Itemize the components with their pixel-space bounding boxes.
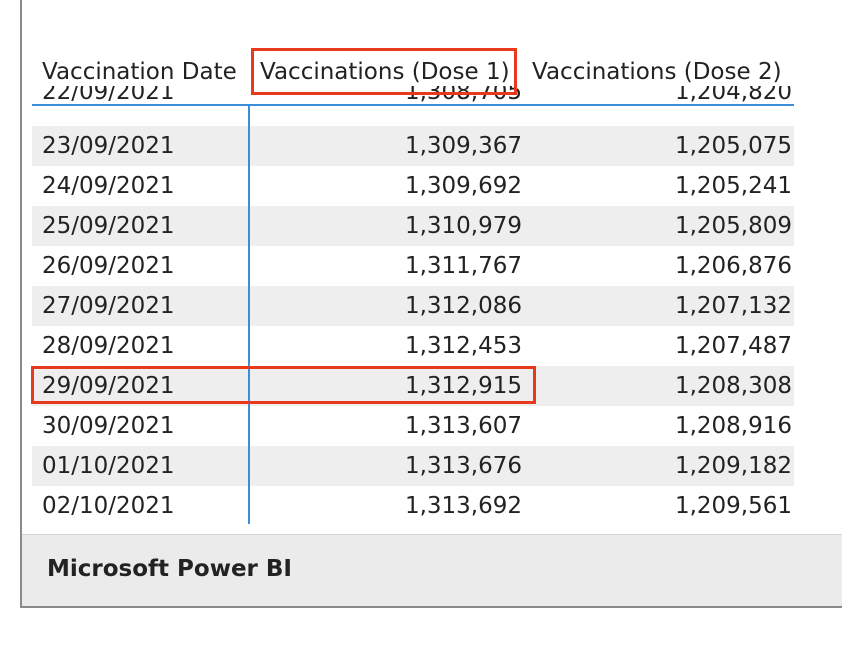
table-row[interactable]: 27/09/2021 1,312,086 1,207,132 xyxy=(32,286,794,326)
table-visual[interactable]: Vaccination Date Vaccinations (Dose 1) V… xyxy=(22,0,842,532)
footer-brand-title[interactable]: Microsoft Power BI xyxy=(47,556,292,582)
cell-date: 28/09/2021 xyxy=(42,333,175,359)
visual-frame-left-border xyxy=(20,0,22,608)
cell-dose-1: 1,310,979 xyxy=(404,213,522,239)
table-body: 22/09/2021 1,308,705 1,204,820 23/09/202… xyxy=(22,0,842,532)
cell-date: 02/10/2021 xyxy=(42,493,175,519)
table-row[interactable]: 28/09/2021 1,312,453 1,207,487 xyxy=(32,326,794,366)
cell-dose-1: 1,313,607 xyxy=(404,413,522,439)
table-row[interactable]: 22/09/2021 1,308,705 1,204,820 xyxy=(32,86,794,106)
cell-date: 24/09/2021 xyxy=(42,173,175,199)
table-row[interactable]: 02/10/2021 1,313,692 1,209,561 xyxy=(32,486,794,526)
cell-dose-2: 1,208,308 xyxy=(674,373,792,399)
cell-date: 29/09/2021 xyxy=(42,373,175,399)
footer-bar: Microsoft Power BI xyxy=(22,534,842,607)
cell-date: 26/09/2021 xyxy=(42,253,175,279)
cell-dose-2: 1,207,132 xyxy=(674,293,792,319)
cell-dose-2: 1,206,876 xyxy=(674,253,792,279)
cell-dose-1: 1,309,367 xyxy=(404,133,522,159)
column-header-dose-2[interactable]: Vaccinations (Dose 2) xyxy=(532,59,782,85)
column-divider-line xyxy=(248,104,250,524)
cell-dose-1: 1,313,692 xyxy=(404,493,522,519)
cell-dose-2: 1,205,809 xyxy=(674,213,792,239)
header-underline-divider xyxy=(32,104,794,106)
cell-dose-1: 1,309,692 xyxy=(404,173,522,199)
cell-dose-1: 1,308,705 xyxy=(404,86,522,105)
annotation-highlight-header-box xyxy=(251,48,517,95)
cell-dose-2: 1,205,075 xyxy=(674,133,792,159)
annotation-highlight-row-box xyxy=(31,366,536,404)
cell-dose-1: 1,311,767 xyxy=(404,253,522,279)
cell-dose-2: 1,209,561 xyxy=(674,493,792,519)
cell-date: 01/10/2021 xyxy=(42,453,175,479)
cell-dose-2: 1,204,820 xyxy=(674,86,792,105)
visual-frame-bottom-border xyxy=(20,606,842,608)
table-row[interactable]: 29/09/2021 1,312,915 1,208,308 xyxy=(32,366,794,406)
cell-date: 27/09/2021 xyxy=(42,293,175,319)
cell-dose-1: 1,312,453 xyxy=(404,333,522,359)
table-row[interactable]: 30/09/2021 1,313,607 1,208,916 xyxy=(32,406,794,446)
cell-date: 22/09/2021 xyxy=(42,86,175,105)
cell-dose-2: 1,208,916 xyxy=(674,413,792,439)
cell-dose-1: 1,313,676 xyxy=(404,453,522,479)
cell-dose-1: 1,312,915 xyxy=(404,373,522,399)
column-header-vaccination-date[interactable]: Vaccination Date xyxy=(42,59,237,85)
cell-date: 23/09/2021 xyxy=(42,133,175,159)
cell-date: 30/09/2021 xyxy=(42,413,175,439)
table-row[interactable]: 26/09/2021 1,311,767 1,206,876 xyxy=(32,246,794,286)
table-row[interactable]: 01/10/2021 1,313,676 1,209,182 xyxy=(32,446,794,486)
table-row[interactable]: 25/09/2021 1,310,979 1,205,809 xyxy=(32,206,794,246)
cell-dose-1: 1,312,086 xyxy=(404,293,522,319)
column-header-dose-1[interactable]: Vaccinations (Dose 1) xyxy=(260,59,510,85)
cell-dose-2: 1,209,182 xyxy=(674,453,792,479)
cell-dose-2: 1,207,487 xyxy=(674,333,792,359)
cell-dose-2: 1,205,241 xyxy=(674,173,792,199)
cell-date: 25/09/2021 xyxy=(42,213,175,239)
table-row[interactable]: 24/09/2021 1,309,692 1,205,241 xyxy=(32,166,794,206)
table-row[interactable]: 23/09/2021 1,309,367 1,205,075 xyxy=(32,126,794,166)
